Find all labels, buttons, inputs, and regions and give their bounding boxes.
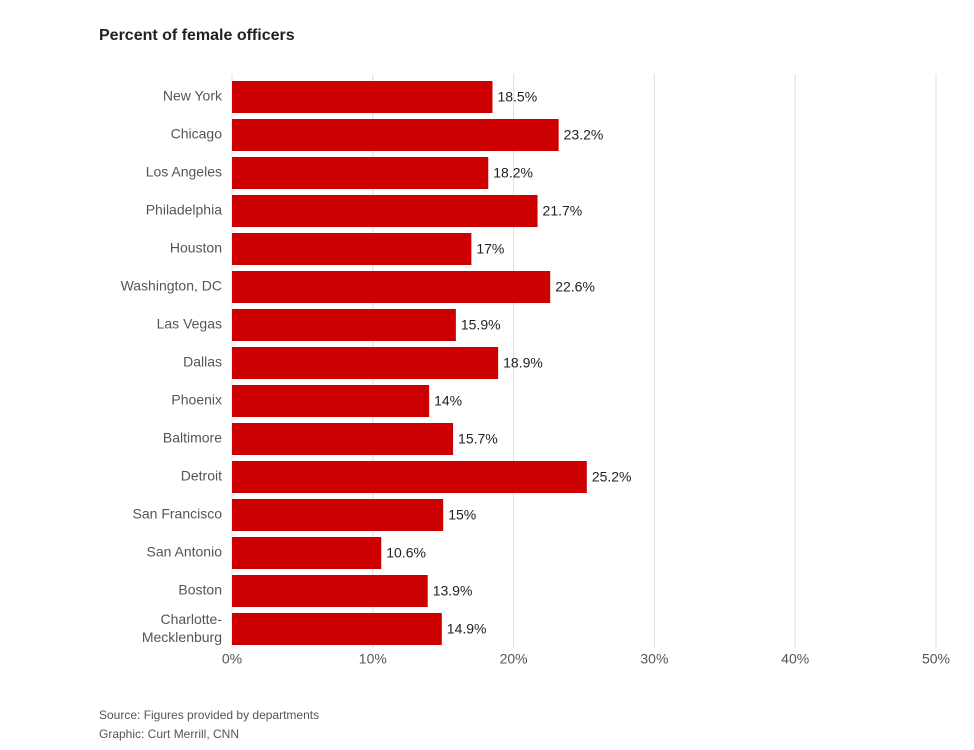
bar bbox=[232, 499, 444, 531]
x-tick-label: 40% bbox=[781, 651, 809, 667]
bar bbox=[232, 461, 587, 493]
y-tick-label: Dallas bbox=[183, 354, 222, 370]
y-tick-label: Baltimore bbox=[163, 430, 222, 446]
y-tick-label: New York bbox=[163, 88, 223, 104]
value-label: 15.7% bbox=[458, 431, 498, 447]
y-tick-label: San Francisco bbox=[133, 506, 223, 522]
bar bbox=[232, 347, 499, 379]
bar bbox=[232, 81, 493, 113]
value-label: 14% bbox=[434, 393, 462, 409]
bar bbox=[232, 537, 382, 569]
value-label: 23.2% bbox=[564, 127, 604, 143]
bar bbox=[232, 271, 551, 303]
bar bbox=[232, 309, 456, 341]
value-label: 13.9% bbox=[433, 583, 473, 599]
bar bbox=[232, 119, 559, 151]
chart-title: Percent of female officers bbox=[99, 27, 295, 44]
x-tick-label: 30% bbox=[640, 651, 668, 667]
value-label: 15.9% bbox=[461, 317, 501, 333]
value-label: 14.9% bbox=[447, 621, 487, 637]
y-tick-label: Washington, DC bbox=[121, 278, 222, 294]
y-tick-label: Houston bbox=[170, 240, 222, 256]
value-label: 21.7% bbox=[543, 203, 583, 219]
value-label: 18.9% bbox=[503, 355, 543, 371]
credit: Graphic: Curt Merrill, CNN bbox=[99, 727, 239, 741]
y-tick-label: Phoenix bbox=[171, 392, 222, 408]
bar bbox=[232, 233, 472, 265]
value-label: 17% bbox=[476, 241, 504, 257]
y-tick-label: Chicago bbox=[171, 126, 223, 142]
value-label: 22.6% bbox=[555, 279, 595, 295]
source: Source: Figures provided by departments bbox=[99, 708, 319, 722]
value-label: 10.6% bbox=[386, 545, 426, 561]
x-tick-label: 0% bbox=[222, 651, 242, 667]
y-tick-label: Las Vegas bbox=[157, 316, 222, 332]
value-label: 18.2% bbox=[493, 165, 533, 181]
value-label: 15% bbox=[448, 507, 476, 523]
bar bbox=[232, 195, 538, 227]
x-tick-label: 20% bbox=[500, 651, 528, 667]
y-tick-label: Charlotte-Mecklenburg bbox=[142, 611, 222, 645]
y-tick-label: San Antonio bbox=[146, 544, 222, 560]
bar bbox=[232, 575, 428, 607]
value-label: 25.2% bbox=[592, 469, 632, 485]
bar bbox=[232, 385, 430, 417]
y-tick-label: Los Angeles bbox=[146, 164, 222, 180]
value-label: 18.5% bbox=[497, 89, 537, 105]
bar bbox=[232, 157, 489, 189]
x-tick-label: 10% bbox=[359, 651, 387, 667]
bar bbox=[232, 423, 454, 455]
y-tick-label: Detroit bbox=[181, 468, 222, 484]
x-tick-label: 50% bbox=[922, 651, 950, 667]
y-tick-label: Boston bbox=[178, 582, 222, 598]
y-tick-label: Philadelphia bbox=[146, 202, 222, 218]
bar bbox=[232, 613, 442, 645]
